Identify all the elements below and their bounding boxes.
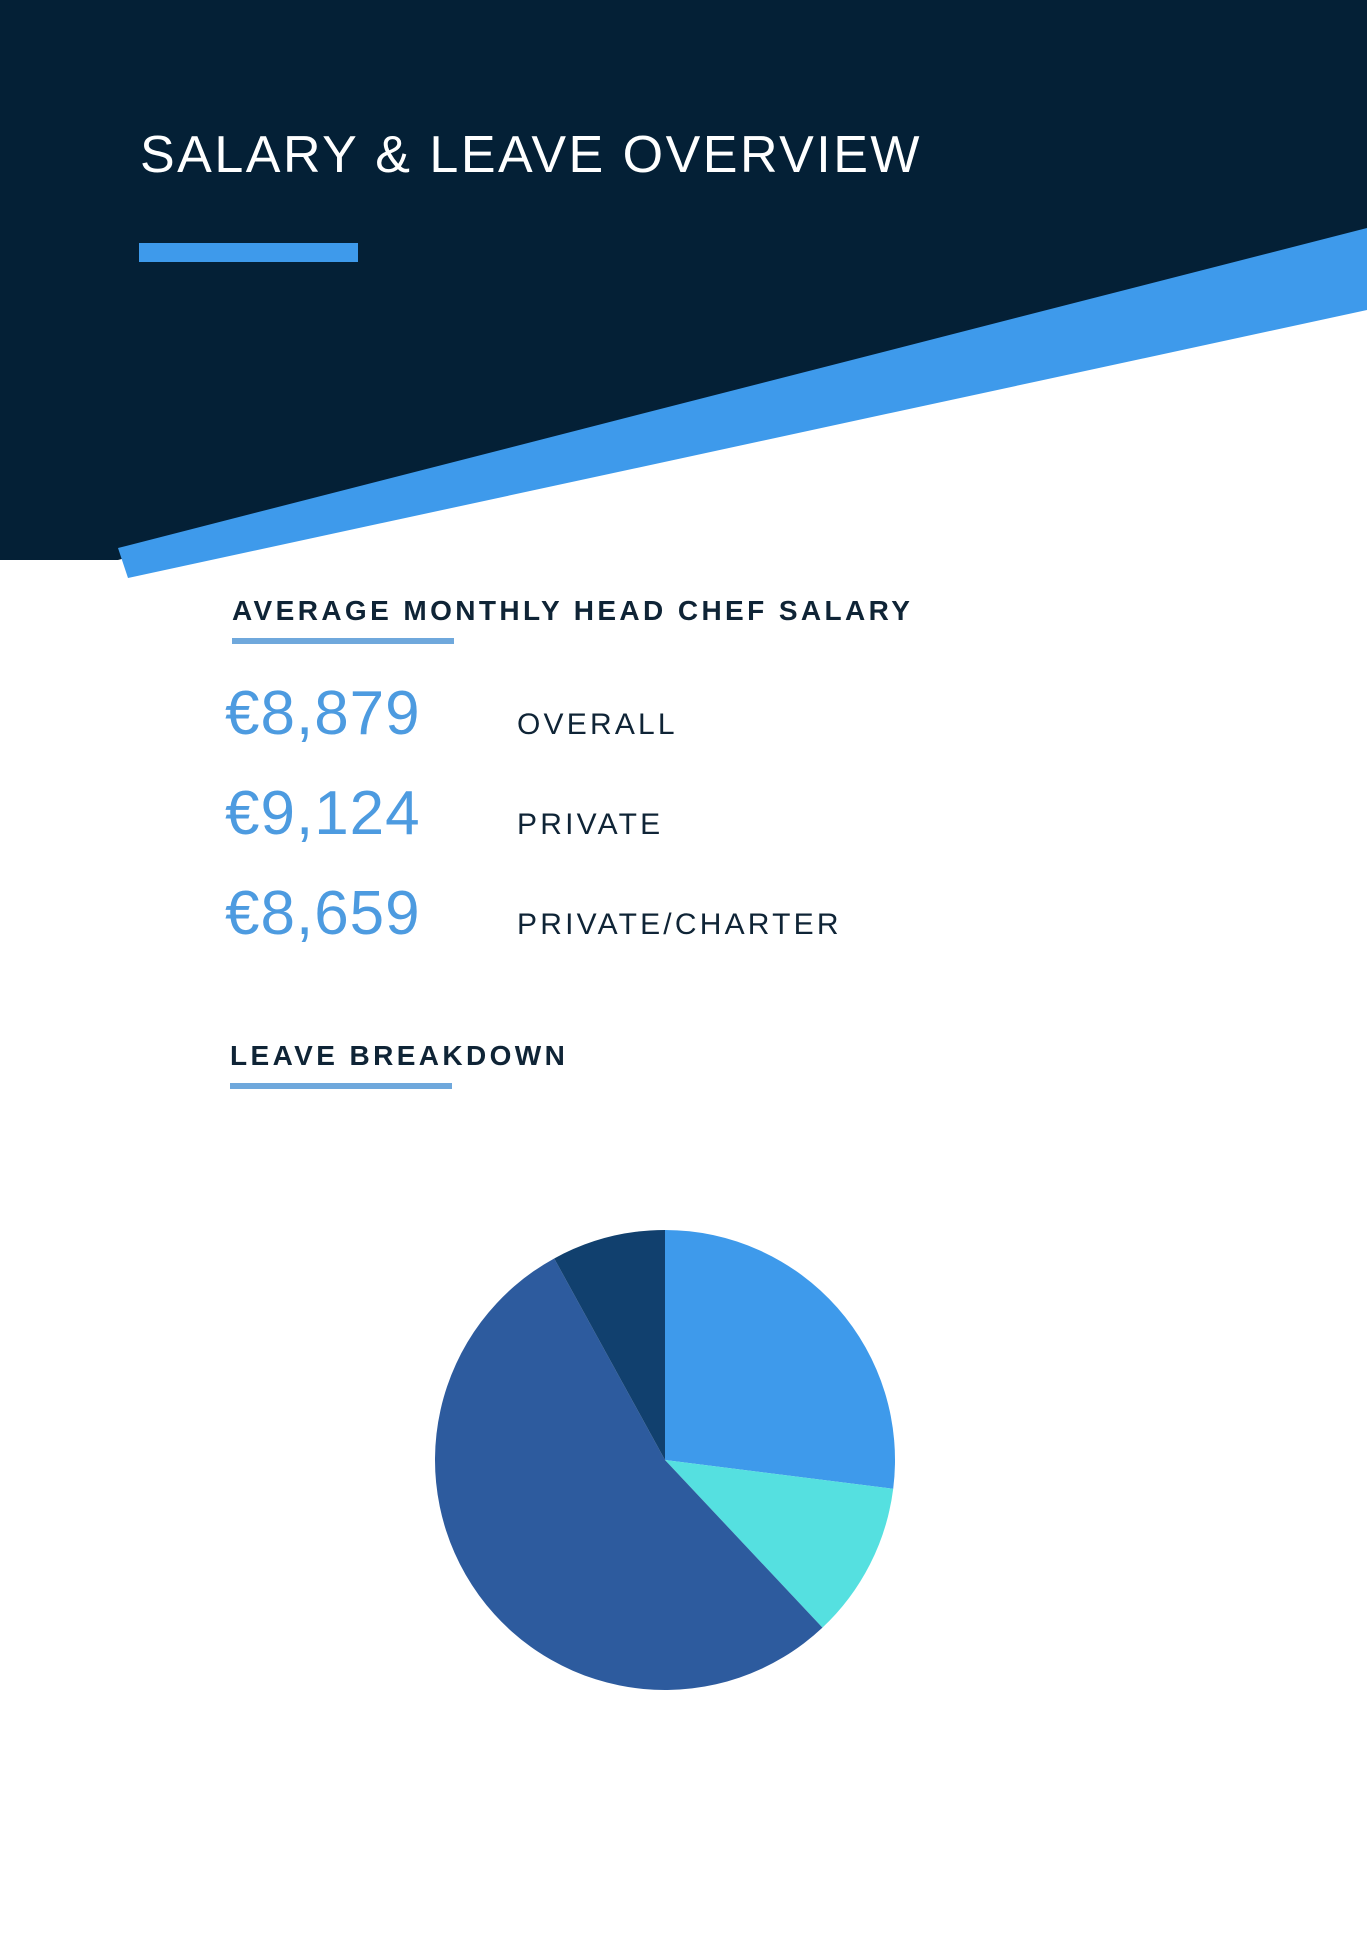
- salary-label: PRIVATE: [517, 808, 664, 841]
- pie-slice-60-days-or-less: [665, 1230, 896, 1489]
- salary-label: PRIVATE/CHARTER: [517, 908, 842, 941]
- pie-slice-some-rotation: [665, 1460, 894, 1628]
- page-title: SALARY & LEAVE OVERVIEW: [140, 126, 922, 184]
- leave-breakdown-pie-chart: Other 8% 60 days or less 27% Some rotati…: [0, 1130, 1367, 1920]
- salary-section-heading: AVERAGE MONTHLY HEAD CHEF SALARY: [232, 595, 914, 626]
- header-banner: SALARY & LEAVE OVERVIEW: [0, 0, 1367, 580]
- salary-heading-underline: [232, 638, 454, 644]
- pie-slice-group: [434, 1230, 896, 1691]
- salary-figure-list: €8,879 OVERALL €9,124 PRIVATE €8,659 PRI…: [225, 678, 842, 978]
- pie-slice-time-for-time: [434, 1258, 823, 1691]
- leave-section: LEAVE BREAKDOWN: [230, 1040, 568, 1089]
- salary-row: €8,659 PRIVATE/CHARTER: [225, 878, 842, 978]
- salary-row: €8,879 OVERALL: [225, 678, 842, 778]
- leave-section-heading: LEAVE BREAKDOWN: [230, 1040, 569, 1071]
- salary-amount: €8,879: [225, 679, 421, 748]
- salary-label: OVERALL: [517, 708, 678, 741]
- salary-row: €9,124 PRIVATE: [225, 778, 842, 878]
- title-accent-bar: [139, 243, 358, 262]
- pie-slice-other: [554, 1230, 665, 1460]
- pie-chart-svg: [434, 1230, 896, 1691]
- salary-section: AVERAGE MONTHLY HEAD CHEF SALARY: [232, 595, 913, 644]
- leave-heading-underline: [230, 1083, 452, 1089]
- salary-amount: €9,124: [225, 779, 421, 848]
- salary-amount: €8,659: [225, 879, 421, 948]
